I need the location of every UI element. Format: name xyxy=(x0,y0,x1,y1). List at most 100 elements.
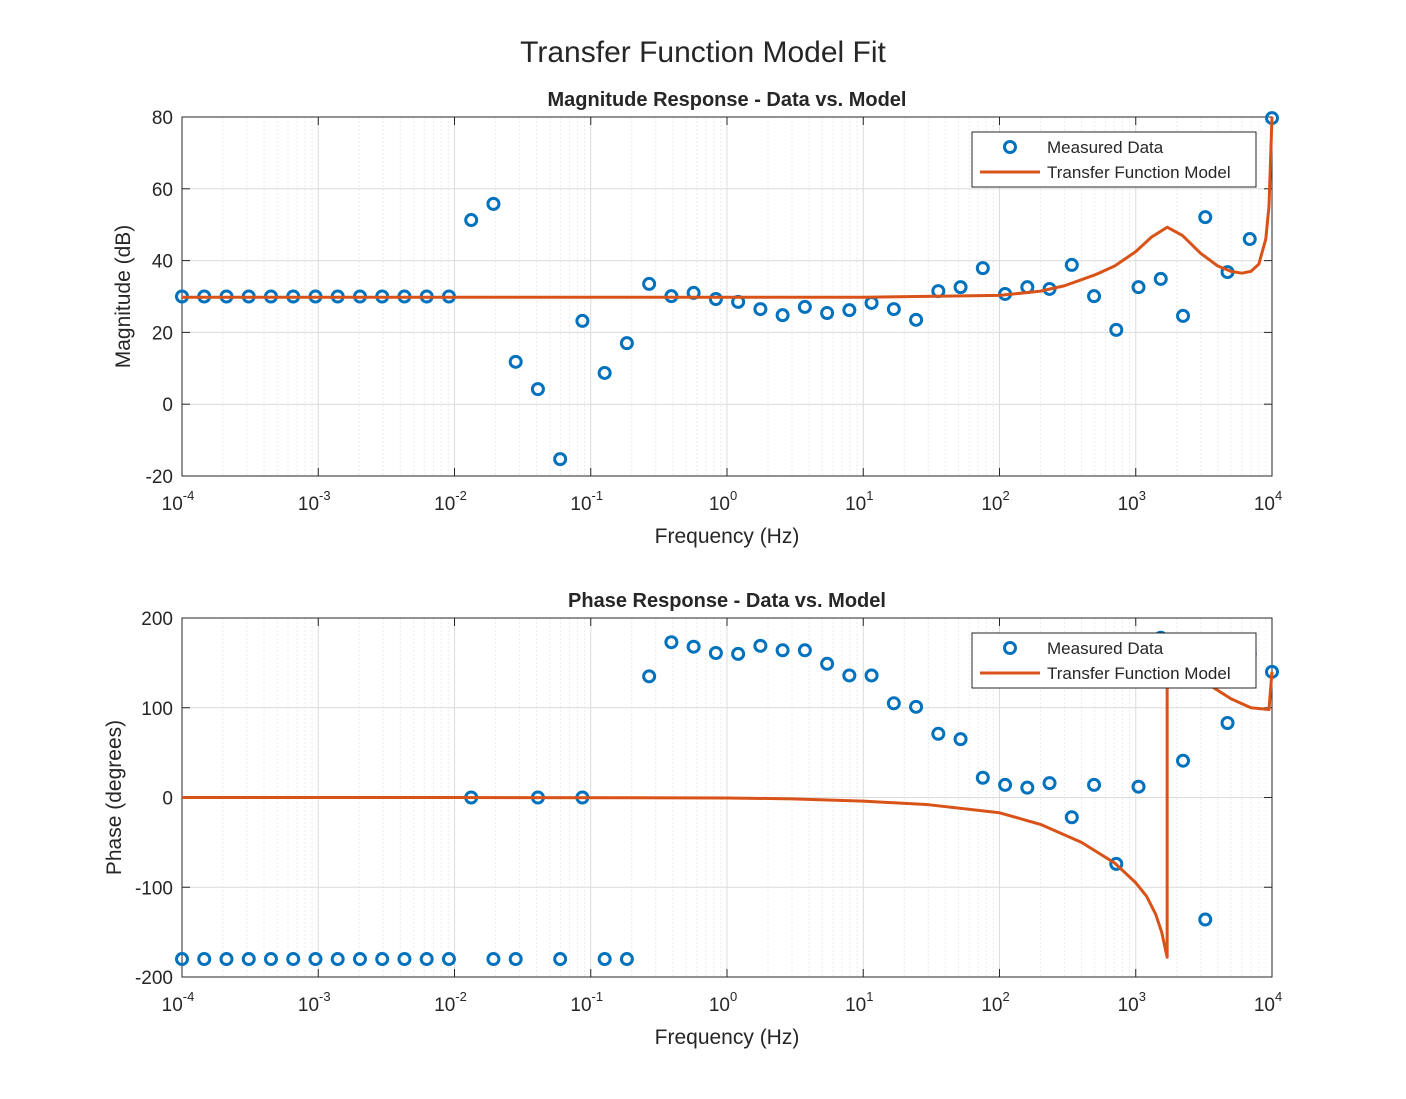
data-point xyxy=(909,699,924,714)
y-tick-label: 40 xyxy=(152,252,173,273)
data-point xyxy=(1176,308,1191,323)
x-tick-label: 10-4 xyxy=(162,488,195,515)
data-point xyxy=(753,302,768,317)
data-point xyxy=(197,952,212,967)
data-point xyxy=(441,952,456,967)
y-axis-label: Phase (degrees) xyxy=(103,720,126,875)
x-tick-exponent: -4 xyxy=(183,989,195,1004)
y-tick-label: -200 xyxy=(135,968,173,989)
data-point xyxy=(820,306,835,321)
data-point xyxy=(1220,716,1235,731)
data-point xyxy=(842,668,857,683)
y-tick-label: 0 xyxy=(162,395,173,416)
x-tick-label: 10-3 xyxy=(298,989,331,1016)
x-tick-exponent: 2 xyxy=(1002,488,1009,503)
x-tick-label: 102 xyxy=(981,488,1009,515)
data-point xyxy=(1064,257,1079,272)
x-tick-exponent: 4 xyxy=(1275,488,1282,503)
data-point xyxy=(553,452,568,467)
axes: 10-4 10-3 10-2 10-1 100 101 102 103 104-20020406… xyxy=(112,89,1282,548)
x-tick-exponent: -3 xyxy=(319,488,331,503)
data-point xyxy=(508,354,523,369)
data-point xyxy=(375,952,390,967)
x-tick-base: 10 xyxy=(298,995,319,1016)
data-point xyxy=(597,365,612,380)
legend-marker xyxy=(1003,641,1017,655)
data-point xyxy=(998,777,1013,792)
x-tick-base: 10 xyxy=(1254,995,1275,1016)
data-point xyxy=(886,302,901,317)
legend-box xyxy=(971,632,1257,689)
data-point xyxy=(619,336,634,351)
legend-label: Transfer Function Model xyxy=(1047,664,1231,683)
x-tick-label: 101 xyxy=(845,989,873,1016)
legend-label: Measured Data xyxy=(1047,639,1164,658)
y-tick-label: 20 xyxy=(152,323,173,344)
x-tick-exponent: 0 xyxy=(730,989,737,1004)
x-tick-base: 10 xyxy=(298,494,319,515)
data-point xyxy=(1131,779,1146,794)
data-point xyxy=(575,313,590,328)
x-tick-exponent: -1 xyxy=(592,989,604,1004)
data-point xyxy=(664,635,679,650)
data-point xyxy=(286,952,301,967)
data-point xyxy=(619,952,634,967)
x-tick-base: 10 xyxy=(434,494,455,515)
x-tick-label: 104 xyxy=(1254,488,1282,515)
x-tick-base: 10 xyxy=(845,494,866,515)
data-point xyxy=(1020,780,1035,795)
x-tick-label: 104 xyxy=(1254,989,1282,1016)
x-tick-base: 10 xyxy=(570,494,591,515)
x-tick-label: 10-1 xyxy=(570,488,603,515)
x-tick-label: 102 xyxy=(981,989,1009,1016)
axes-title: Phase Response - Data vs. Model xyxy=(568,590,886,612)
data-point xyxy=(486,952,501,967)
x-tick-exponent: -3 xyxy=(319,989,331,1004)
data-point xyxy=(308,952,323,967)
x-tick-label: 10-2 xyxy=(434,989,467,1016)
data-point xyxy=(753,638,768,653)
x-tick-label: 103 xyxy=(1118,488,1146,515)
data-point xyxy=(1153,271,1168,286)
x-tick-base: 10 xyxy=(981,494,1002,515)
x-tick-exponent: 1 xyxy=(866,989,873,1004)
data-point xyxy=(975,261,990,276)
x-tick-exponent: 1 xyxy=(866,488,873,503)
data-point xyxy=(1042,776,1057,791)
x-tick-label: 10-1 xyxy=(570,989,603,1016)
data-point xyxy=(864,668,879,683)
x-tick-label: 10-4 xyxy=(162,989,195,1016)
legend-label: Transfer Function Model xyxy=(1047,163,1231,182)
x-tick-label: 10-3 xyxy=(298,488,331,515)
data-point xyxy=(1109,856,1124,871)
x-tick-exponent: 3 xyxy=(1139,488,1146,503)
x-tick-label: 100 xyxy=(709,989,737,1016)
data-point xyxy=(1176,753,1191,768)
data-point xyxy=(797,299,812,314)
data-point xyxy=(530,382,545,397)
legend: Measured Data Transfer Function Model xyxy=(971,131,1257,188)
data-point xyxy=(330,952,345,967)
data-point xyxy=(1087,777,1102,792)
data-point xyxy=(219,952,234,967)
x-tick-label: 103 xyxy=(1118,989,1146,1016)
y-tick-label: 60 xyxy=(152,180,173,201)
data-point xyxy=(1198,210,1213,225)
x-tick-exponent: -4 xyxy=(183,488,195,503)
data-point xyxy=(909,312,924,327)
y-tick-label: 80 xyxy=(152,108,173,129)
x-tick-base: 10 xyxy=(434,995,455,1016)
x-tick-base: 10 xyxy=(709,995,730,1016)
data-point xyxy=(352,952,367,967)
x-tick-base: 10 xyxy=(1118,995,1139,1016)
data-point xyxy=(464,213,479,228)
model-line xyxy=(182,116,1274,299)
data-point xyxy=(731,646,746,661)
x-tick-base: 10 xyxy=(845,995,866,1016)
x-tick-exponent: 0 xyxy=(730,488,737,503)
data-point xyxy=(419,952,434,967)
data-point xyxy=(175,952,189,967)
y-tick-label: 100 xyxy=(141,699,173,720)
data-point xyxy=(1087,289,1102,304)
data-point xyxy=(797,643,812,658)
